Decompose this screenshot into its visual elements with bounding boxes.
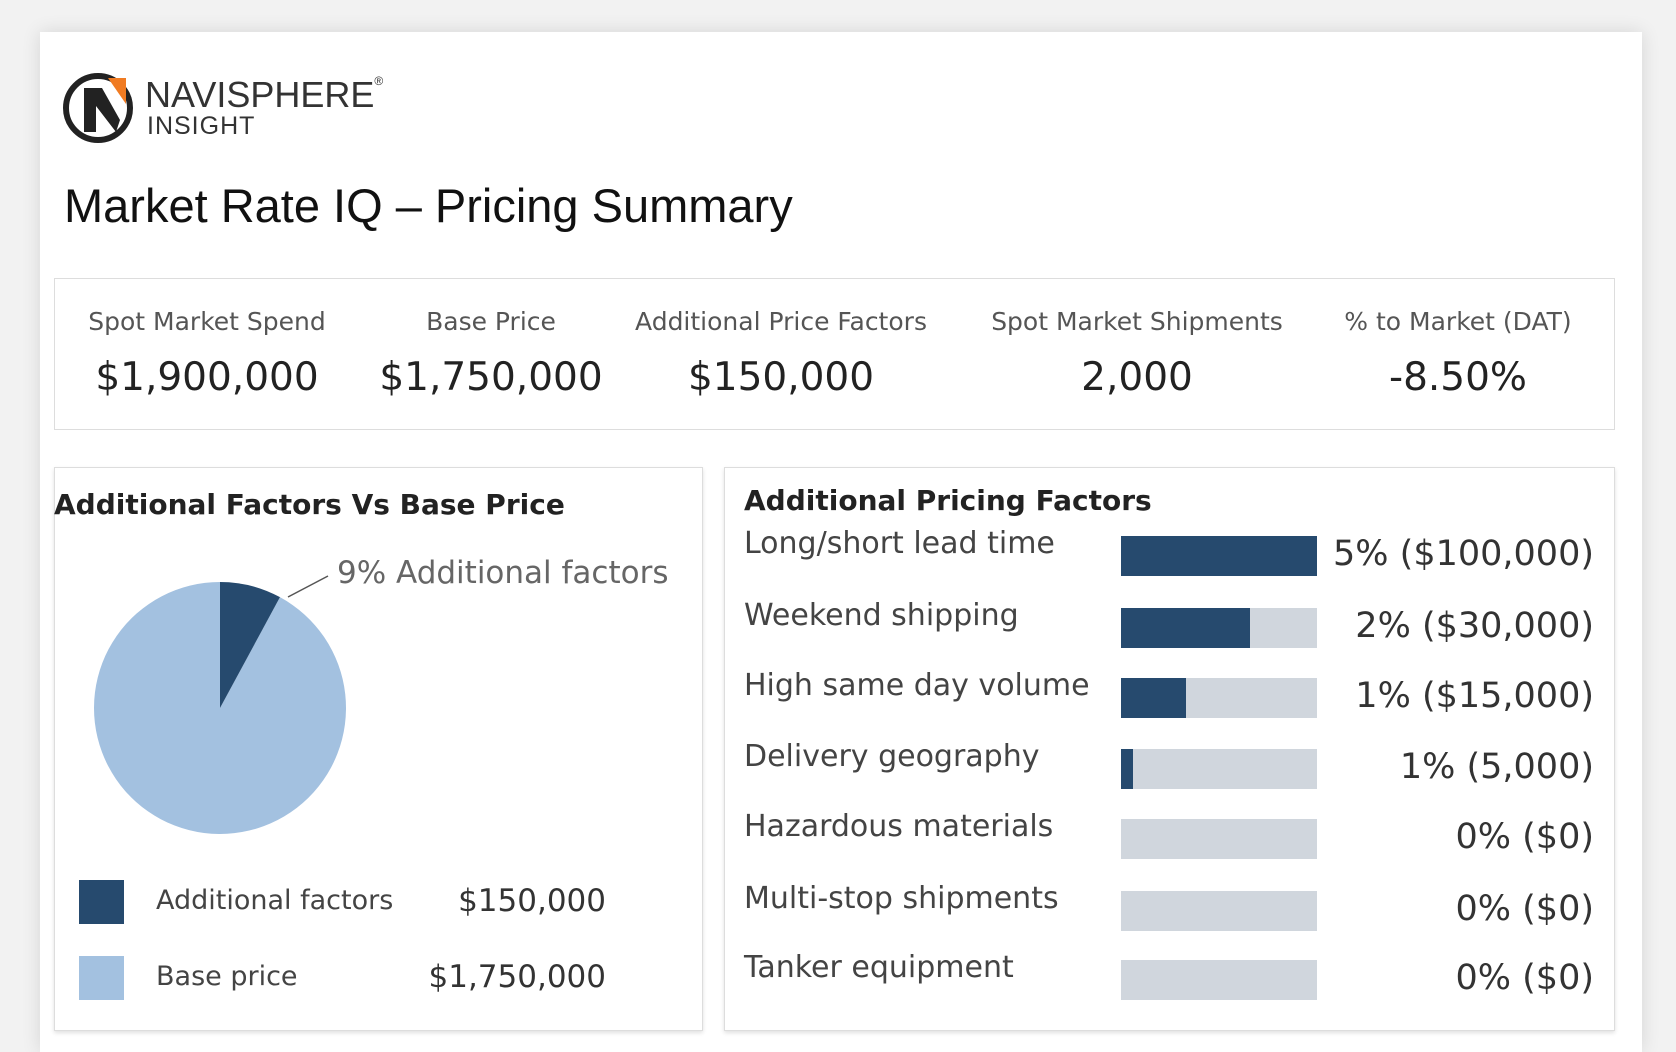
factor-bar-fill — [1121, 608, 1251, 648]
factor-value: 2% ($30,000) — [1355, 606, 1594, 646]
factor-bar-track — [1121, 678, 1317, 718]
factor-label: High same day volume — [744, 668, 1090, 703]
pie-panel-title: Additional Factors Vs Base Price — [54, 488, 565, 521]
pie-slice-base-price — [94, 582, 347, 835]
factor-bar-track — [1121, 891, 1317, 931]
stat-value: 2,000 — [1081, 355, 1193, 400]
pie-annotation: 9% Additional factors — [337, 555, 669, 591]
page-title: Market Rate IQ – Pricing Summary — [64, 179, 793, 232]
factor-value: 1% ($15,000) — [1355, 676, 1594, 716]
legend-swatch-base-price — [79, 956, 124, 1000]
legend-label: Base price — [156, 961, 298, 992]
pie-chart — [94, 575, 347, 835]
legend-value: $1,750,000 — [428, 959, 607, 995]
stat-label: Spot Market Spend — [88, 307, 326, 336]
stat-label: Spot Market Shipments — [991, 307, 1283, 336]
stat-value: -8.50% — [1389, 355, 1527, 400]
factor-value: 0% ($0) — [1455, 817, 1595, 857]
factor-label: Tanker equipment — [744, 950, 1014, 985]
legend-value: $150,000 — [458, 883, 606, 919]
factor-bar-track — [1121, 536, 1317, 576]
factor-bar-fill — [1121, 749, 1133, 789]
legend-label: Additional factors — [156, 885, 394, 916]
stat-label: Base Price — [426, 307, 556, 336]
pie-annotation-leader — [287, 575, 329, 598]
logo-subtext: INSIGHT — [147, 112, 256, 140]
factor-label: Hazardous materials — [744, 809, 1054, 844]
factor-bar-track — [1121, 819, 1317, 859]
navisphere-logo-icon — [63, 73, 133, 143]
factor-bar-track — [1121, 749, 1317, 789]
factor-label: Multi-stop shipments — [744, 881, 1059, 916]
pie-slice-additional-factors — [220, 582, 280, 708]
stat-value: $1,750,000 — [379, 355, 603, 400]
factor-label: Long/short lead time — [744, 526, 1055, 561]
factor-label: Weekend shipping — [744, 598, 1019, 633]
logo-text: NAVISPHERE® — [145, 74, 384, 115]
factor-bar-fill — [1121, 536, 1317, 576]
factor-label: Delivery geography — [744, 739, 1040, 774]
factor-value: 5% ($100,000) — [1333, 534, 1594, 574]
stat-value: $1,900,000 — [95, 355, 319, 400]
stats-bar: Spot Market Spend $1,900,000 Base Price … — [54, 278, 1615, 430]
factor-bar-fill — [1121, 678, 1186, 718]
stat-label: Additional Price Factors — [635, 307, 927, 336]
factor-value: 0% ($0) — [1455, 958, 1595, 998]
factor-value: 0% ($0) — [1455, 889, 1595, 929]
legend-swatch-additional-factors — [79, 880, 124, 924]
pricing-factors-title: Additional Pricing Factors — [744, 484, 1152, 517]
stat-value: $150,000 — [687, 355, 875, 400]
stat-label: % to Market (DAT) — [1344, 307, 1572, 336]
factor-bar-track — [1121, 960, 1317, 1000]
factor-bar-track — [1121, 608, 1317, 648]
factor-value: 1% (5,000) — [1399, 747, 1594, 787]
